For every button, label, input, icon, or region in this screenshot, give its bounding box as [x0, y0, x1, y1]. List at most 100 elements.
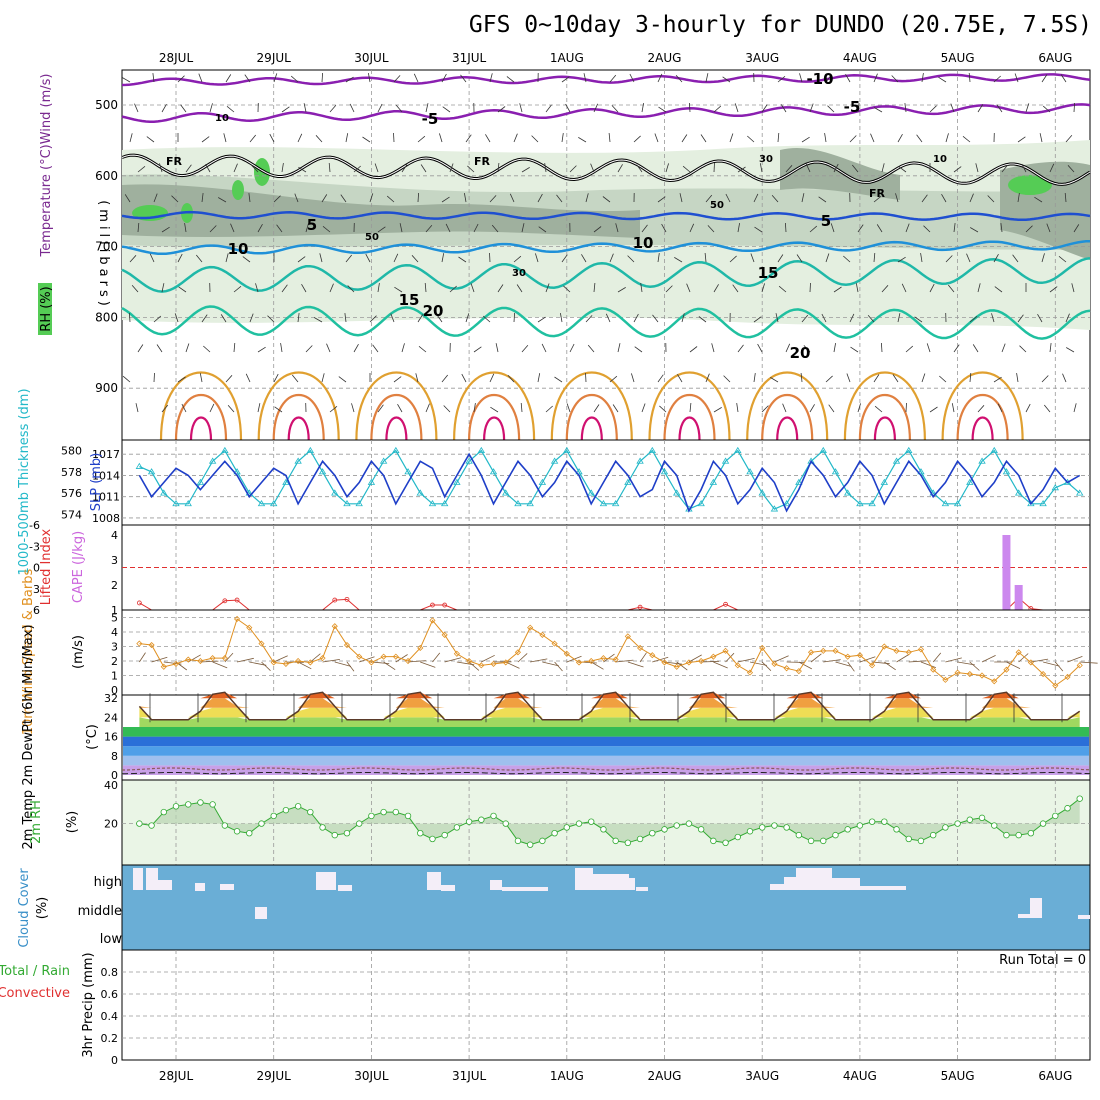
wind-barb [326, 343, 331, 353]
wind-barb [201, 136, 210, 143]
rh-point [636, 835, 644, 843]
rh-band-dark [780, 147, 900, 200]
wind-barb [761, 405, 769, 413]
temp-tick: 0 [111, 769, 118, 782]
cloud-clear-block [1030, 898, 1042, 918]
wind-barb [441, 374, 449, 383]
wind-barb [945, 255, 953, 263]
surface-wind-barb [554, 661, 563, 672]
wind-speed-point [942, 676, 949, 683]
wind-barb [161, 226, 170, 233]
cape-tick: 4 [111, 529, 118, 542]
rh-point [563, 824, 570, 831]
wind-barb [593, 282, 596, 293]
wind-barb [617, 343, 621, 353]
wind-barb [824, 133, 827, 143]
wind-barb [248, 193, 251, 203]
wind-barb [218, 197, 227, 203]
wind-speed-point [710, 653, 717, 660]
wind-barb [273, 73, 278, 83]
thickness-tick: 576 [61, 487, 82, 500]
lifted-index-point [332, 597, 338, 603]
rh-point [942, 824, 949, 831]
lifted-index-point [222, 598, 228, 604]
thickness-point [795, 478, 803, 485]
surface-wind-barb [383, 661, 396, 671]
thickness-point [941, 499, 950, 507]
thickness-point [697, 499, 705, 507]
isotherm-25 [746, 371, 829, 441]
rh-point [1039, 820, 1047, 827]
wind-barb [775, 313, 779, 323]
rh-point [417, 830, 424, 837]
wind-barb [425, 103, 429, 113]
cloud-panel: high middle low Cloud Cover (%) [17, 864, 1091, 951]
wind-barb [705, 73, 709, 83]
precip-tick: 0.4 [101, 1010, 119, 1023]
wind-barb [394, 286, 403, 293]
wind-barb [707, 225, 715, 233]
upper-ylabel-temp: Temperature (°C)Wind (m/s) [39, 74, 54, 258]
wind-barb [753, 193, 759, 203]
wind-speed-point [991, 678, 998, 685]
surface-wind-barb [945, 657, 962, 663]
wind-barb [520, 402, 523, 413]
surface-wind-barb [615, 659, 634, 663]
wind-barb [923, 225, 931, 233]
precip-tick: 0.2 [101, 1032, 119, 1045]
isotherm-35 [385, 416, 408, 441]
rh-point [307, 808, 314, 816]
surface-wind-barb [884, 661, 896, 671]
wind-barb [561, 133, 564, 143]
contour-label-t5a: 5 [307, 216, 317, 234]
wind-speed-point [624, 633, 631, 640]
wind-barb [1034, 196, 1043, 203]
wind-barb [825, 253, 830, 263]
contour-label-t15b: 15 [758, 264, 779, 282]
thickness-point [599, 499, 608, 507]
thickness-point [294, 457, 302, 464]
wind-tick: 3 [111, 641, 118, 654]
wind-barb [199, 373, 203, 383]
thickness-point [709, 478, 718, 485]
rh-point [795, 831, 803, 839]
wind-barb [135, 403, 139, 413]
wind-speed-point [441, 631, 448, 638]
surface-wind-barb [810, 653, 822, 663]
temp-band [123, 736, 1089, 747]
wind-barb [560, 313, 563, 323]
chart-title: GFS 0~10day 3-hourly for DUNDO (20.75E, … [469, 12, 1092, 38]
wind-barb [801, 136, 810, 143]
wind-barb [612, 404, 619, 413]
wind-barb [497, 284, 504, 293]
thickness-point [526, 499, 534, 507]
surface-wind-barb [346, 661, 355, 672]
wind-barb [545, 405, 553, 413]
contour-label-t_m5b: -5 [844, 98, 861, 116]
wind-barb [700, 134, 707, 143]
rh-point [197, 799, 204, 806]
temp-band [123, 755, 1089, 766]
wind-barb [777, 132, 780, 143]
wind-barb [759, 163, 763, 173]
wind-barb [393, 253, 399, 263]
surface-wind-barb [749, 661, 767, 666]
wind-barb [1021, 163, 1027, 173]
pressure-tick: 800 [95, 310, 118, 324]
run-total: Run Total = 0 [999, 953, 1086, 968]
contour-label-t15a: 15 [399, 291, 420, 309]
rh-point [600, 826, 607, 833]
wind-tick: 2 [111, 655, 118, 668]
wind-barb [209, 225, 217, 233]
wind-barb [425, 224, 433, 233]
precip-ylabel-total: Total / Rain [0, 964, 70, 979]
wind-speed-point [1027, 659, 1034, 666]
surface-wind-barb [603, 653, 615, 663]
thickness-point [966, 478, 974, 485]
rh-point [282, 806, 290, 814]
wind-barb [778, 285, 787, 293]
rh-point [624, 839, 632, 846]
wind-barb [298, 166, 307, 173]
wind-barb [953, 344, 960, 353]
wind-barb [873, 252, 876, 263]
